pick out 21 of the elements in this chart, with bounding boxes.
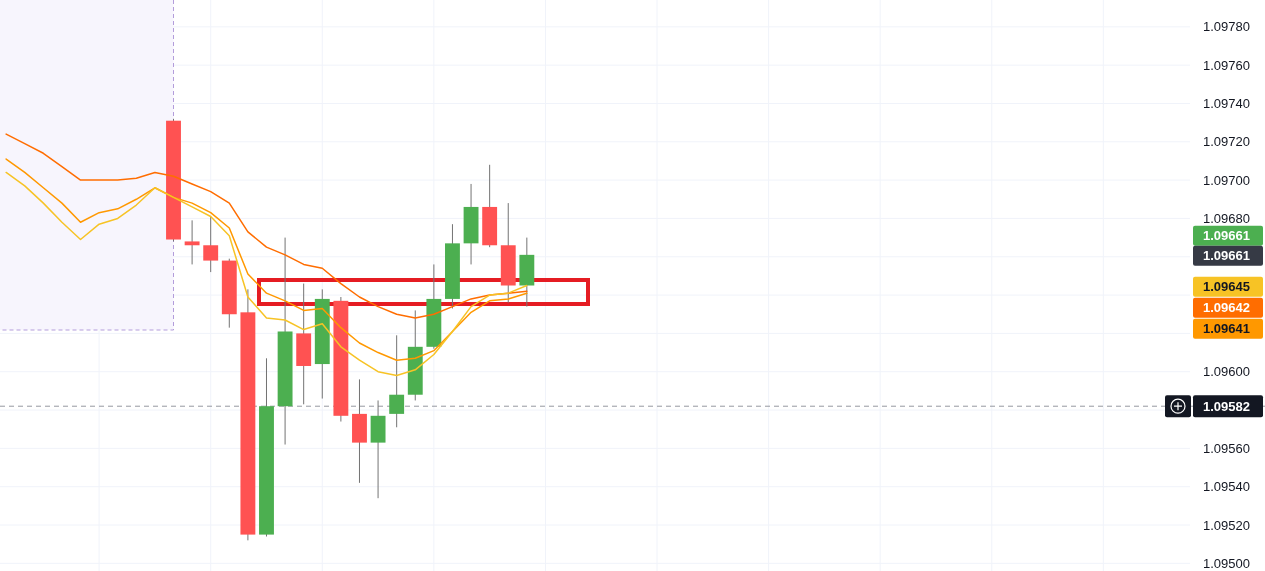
text: 1.09641: [1203, 321, 1250, 337]
y-tick-label: 1.09560: [1203, 440, 1250, 456]
y-tick-label: 1.09720: [1203, 134, 1250, 150]
candlestick: [203, 216, 219, 273]
candlestick: [389, 334, 405, 428]
y-tick-label: 1.09700: [1203, 172, 1250, 188]
line-series: [5, 133, 528, 319]
ref-line-label: 1.09582: [1203, 398, 1250, 414]
y-tick-label: 1.09760: [1203, 57, 1250, 73]
text: 1.09661: [1203, 248, 1250, 264]
y-tick-label: 1.09740: [1203, 95, 1250, 111]
candlestick: [184, 219, 200, 265]
y-tick-label: 1.09680: [1203, 210, 1250, 226]
text: 1.09645: [1203, 279, 1250, 295]
y-tick-label: 1.09540: [1203, 479, 1250, 495]
y-tick-label: 1.09500: [1203, 555, 1250, 571]
y-tick-label: 1.09520: [1203, 517, 1250, 533]
y-tick-label: 1.09600: [1203, 364, 1250, 380]
text: 1.09661: [1203, 228, 1250, 244]
y-tick-label: 1.09780: [1203, 19, 1250, 35]
text: 1.09642: [1203, 300, 1250, 316]
